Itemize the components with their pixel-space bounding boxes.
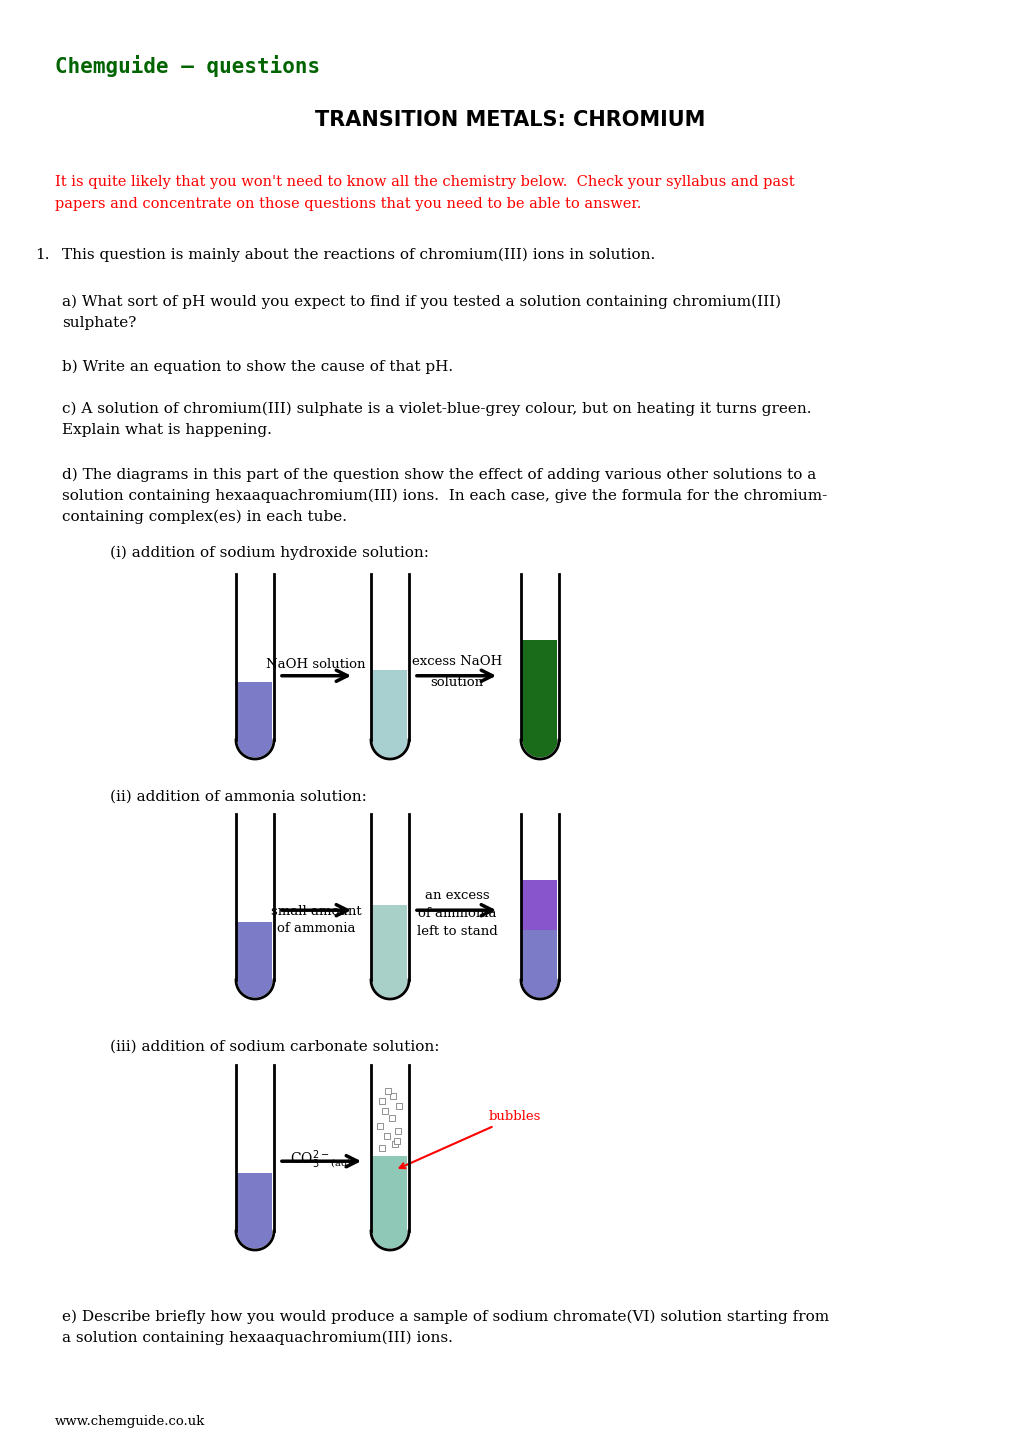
Polygon shape — [522, 980, 557, 997]
Text: (ii) addition of ammonia solution:: (ii) addition of ammonia solution: — [110, 789, 367, 804]
Bar — [379, 1098, 384, 1104]
Text: (i) addition of sodium hydroxide solution:: (i) addition of sodium hydroxide solutio… — [110, 545, 429, 560]
Text: solution: solution — [430, 675, 483, 688]
Polygon shape — [372, 905, 408, 980]
Bar — [389, 1094, 395, 1100]
Text: an excess: an excess — [424, 889, 489, 902]
Text: sulphate?: sulphate? — [62, 316, 137, 330]
Bar — [393, 1139, 399, 1144]
Text: c) A solution of chromium(III) sulphate is a violet-blue-grey colour, but on hea: c) A solution of chromium(III) sulphate … — [62, 403, 811, 417]
Polygon shape — [372, 740, 408, 758]
Text: d) The diagrams in this part of the question show the effect of adding various o: d) The diagrams in this part of the ques… — [62, 468, 815, 482]
Polygon shape — [372, 1156, 408, 1231]
Polygon shape — [522, 814, 557, 980]
Polygon shape — [372, 1231, 408, 1248]
Bar — [388, 1115, 394, 1121]
Polygon shape — [372, 1231, 408, 1248]
Text: Chemguide – questions: Chemguide – questions — [55, 55, 320, 76]
Bar — [377, 1123, 382, 1130]
Polygon shape — [237, 980, 272, 997]
Polygon shape — [237, 1173, 272, 1231]
Polygon shape — [237, 1231, 272, 1248]
Polygon shape — [522, 980, 557, 997]
Text: containing complex(es) in each tube.: containing complex(es) in each tube. — [62, 509, 346, 524]
Polygon shape — [237, 1065, 272, 1231]
Bar — [394, 1128, 400, 1134]
Polygon shape — [372, 814, 408, 980]
Polygon shape — [522, 740, 557, 758]
Text: CO$_3^{2-}$$_\mathregular{(aq)}$: CO$_3^{2-}$$_\mathregular{(aq)}$ — [289, 1149, 352, 1172]
Bar — [384, 1088, 390, 1094]
Polygon shape — [372, 1065, 408, 1231]
Polygon shape — [372, 671, 408, 740]
Text: This question is mainly about the reactions of chromium(III) ions in solution.: This question is mainly about the reacti… — [62, 248, 654, 263]
Polygon shape — [372, 980, 408, 997]
Polygon shape — [522, 574, 557, 740]
Text: www.chemguide.co.uk: www.chemguide.co.uk — [55, 1416, 205, 1429]
Text: left to stand: left to stand — [416, 925, 497, 938]
Polygon shape — [522, 880, 557, 980]
Polygon shape — [237, 683, 272, 740]
Bar — [383, 1133, 389, 1140]
Text: 1.: 1. — [35, 248, 50, 263]
Text: (iii) addition of sodium carbonate solution:: (iii) addition of sodium carbonate solut… — [110, 1040, 439, 1053]
Polygon shape — [237, 922, 272, 980]
Text: solution containing hexaaquachromium(III) ions.  In each case, give the formula : solution containing hexaaquachromium(III… — [62, 489, 826, 504]
Polygon shape — [372, 980, 408, 997]
Polygon shape — [372, 574, 408, 740]
Bar — [395, 1104, 401, 1110]
Text: papers and concentrate on those questions that you need to be able to answer.: papers and concentrate on those question… — [55, 198, 641, 211]
Text: b) Write an equation to show the cause of that pH.: b) Write an equation to show the cause o… — [62, 359, 452, 374]
Bar — [391, 1141, 397, 1147]
Polygon shape — [522, 740, 557, 758]
Text: a) What sort of pH would you expect to find if you tested a solution containing : a) What sort of pH would you expect to f… — [62, 294, 781, 309]
Polygon shape — [522, 980, 557, 997]
Polygon shape — [522, 641, 557, 740]
Polygon shape — [237, 814, 272, 980]
Bar — [382, 1108, 387, 1114]
Polygon shape — [522, 931, 557, 980]
Text: a solution containing hexaaquachromium(III) ions.: a solution containing hexaaquachromium(I… — [62, 1330, 452, 1345]
Text: NaOH solution: NaOH solution — [266, 658, 366, 671]
Polygon shape — [237, 574, 272, 740]
Polygon shape — [237, 740, 272, 758]
Text: Explain what is happening.: Explain what is happening. — [62, 423, 272, 437]
Text: excess NaOH: excess NaOH — [412, 655, 501, 668]
Text: of ammonia: of ammonia — [418, 908, 496, 921]
Polygon shape — [237, 740, 272, 758]
Polygon shape — [237, 980, 272, 997]
Text: It is quite likely that you won't need to know all the chemistry below.  Check y: It is quite likely that you won't need t… — [55, 175, 794, 189]
Text: bubbles: bubbles — [399, 1110, 541, 1169]
Bar — [379, 1146, 384, 1152]
Polygon shape — [237, 1231, 272, 1248]
Text: TRANSITION METALS: CHROMIUM: TRANSITION METALS: CHROMIUM — [315, 110, 704, 130]
Text: e) Describe briefly how you would produce a sample of sodium chromate(VI) soluti: e) Describe briefly how you would produc… — [62, 1310, 828, 1325]
Polygon shape — [372, 740, 408, 758]
Text: of ammonia: of ammonia — [276, 922, 355, 935]
Text: small amount: small amount — [270, 905, 361, 918]
